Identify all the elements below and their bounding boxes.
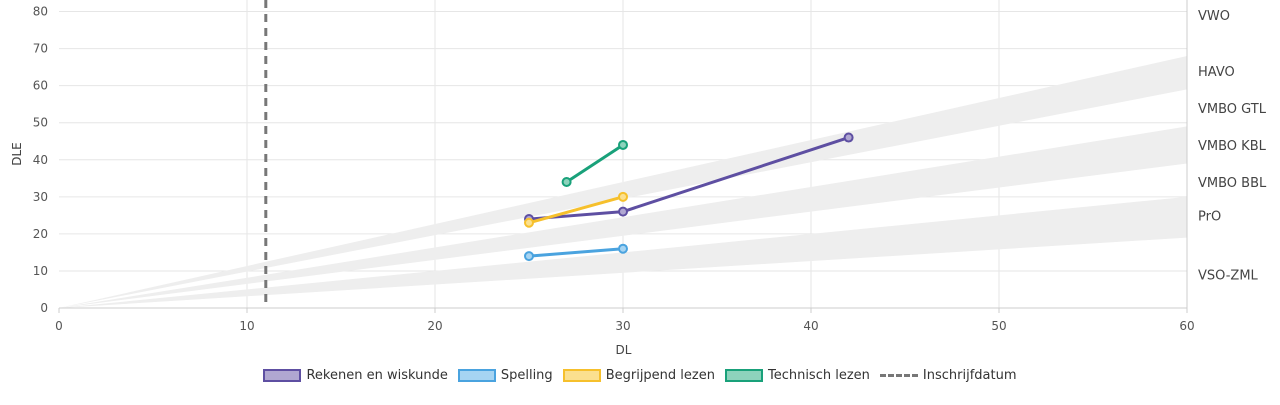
- legend-swatch: [457, 369, 496, 382]
- y-axis-title: DLE: [10, 142, 24, 166]
- series-line: [565, 143, 624, 184]
- x-tick-label: 10: [239, 319, 254, 333]
- legend-label: Begrijpend lezen: [605, 368, 715, 383]
- data-point[interactable]: [618, 139, 628, 150]
- legend-label: Spelling: [500, 368, 553, 383]
- y-tick-label: 60: [33, 79, 48, 93]
- series-group: [524, 132, 854, 262]
- data-point[interactable]: [524, 251, 534, 262]
- y-tick-label: 20: [33, 227, 48, 241]
- data-point[interactable]: [561, 177, 572, 187]
- level-label: VSO-ZML: [1198, 269, 1259, 284]
- level-band: [59, 56, 1187, 308]
- legend-label: Technisch lezen: [767, 368, 870, 383]
- legend-dash-swatch: [879, 374, 918, 377]
- legend-swatch: [562, 369, 601, 382]
- legend-item[interactable]: Spelling: [457, 368, 553, 383]
- data-point[interactable]: [843, 132, 854, 143]
- x-tick-label: 20: [427, 319, 442, 333]
- y-tick-label: 80: [33, 5, 48, 19]
- legend: Rekenen en wiskunde Spelling Begrijpend le…: [0, 368, 1280, 383]
- y-tick-label: 0: [40, 301, 48, 315]
- x-tick-label: 30: [615, 319, 630, 333]
- y-tick-label: 10: [33, 264, 48, 278]
- x-tick-label: 50: [991, 319, 1006, 333]
- y-tick-label: 30: [33, 190, 48, 204]
- legend-label: Rekenen en wiskunde: [306, 368, 448, 383]
- legend-item[interactable]: Technisch lezen: [724, 368, 870, 383]
- level-label: PrO: [1198, 209, 1221, 224]
- legend-swatch: [724, 369, 763, 382]
- data-point[interactable]: [524, 217, 534, 228]
- x-axis-title: DL: [616, 343, 632, 357]
- level-band: [59, 126, 1187, 308]
- y-tick-label: 70: [33, 42, 48, 56]
- data-point[interactable]: [618, 243, 628, 254]
- series-line: [528, 247, 624, 258]
- legend-item[interactable]: Rekenen en wiskunde: [263, 368, 448, 383]
- x-tick-label: 60: [1179, 319, 1194, 333]
- level-label: VMBO GTL: [1198, 102, 1267, 117]
- legend-label: Inschrijfdatum: [922, 368, 1017, 383]
- x-tick-label: 0: [55, 319, 63, 333]
- data-point[interactable]: [618, 191, 628, 202]
- legend-item[interactable]: Begrijpend lezen: [562, 368, 715, 383]
- level-label: VWO: [1198, 9, 1230, 24]
- level-label: VMBO KBL: [1198, 139, 1267, 154]
- legend-swatch: [263, 369, 302, 382]
- level-label: HAVO: [1198, 65, 1235, 80]
- y-tick-label: 40: [33, 153, 48, 167]
- legend-item-reference[interactable]: Inschrijfdatum: [879, 368, 1017, 383]
- level-label: VMBO BBL: [1198, 176, 1267, 191]
- level-labels: VWO HAVO VMBO GTL VMBO KBL VMBO BBL PrO VSO-ZM…: [1198, 9, 1267, 283]
- data-point[interactable]: [618, 206, 628, 217]
- axes: 0 10 20 30 40 50 60 70 80 0 10 20 30 40 50 60: [33, 0, 1195, 333]
- x-tick-label: 40: [803, 319, 818, 333]
- series-line: [528, 195, 624, 225]
- y-tick-label: 50: [33, 116, 48, 130]
